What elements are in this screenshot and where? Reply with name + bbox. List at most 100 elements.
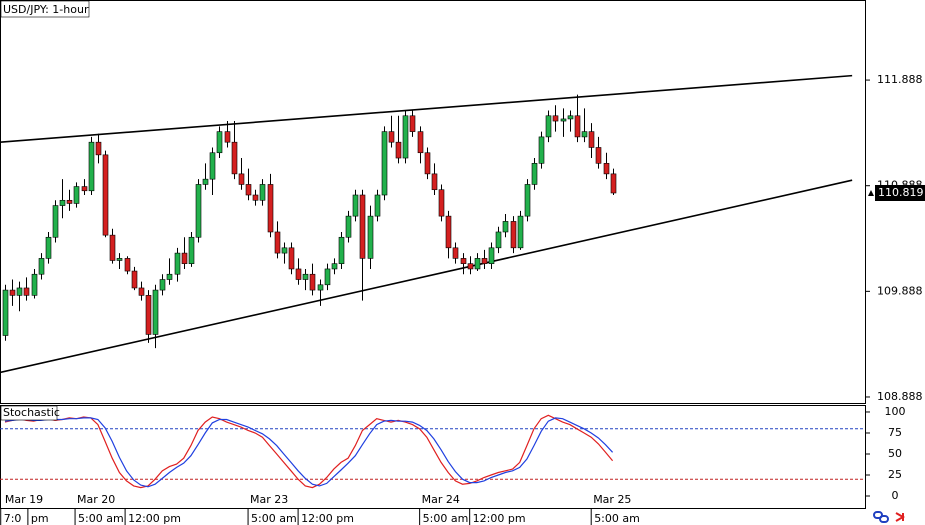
stoch-panel <box>0 405 866 509</box>
candle-body <box>9 289 16 296</box>
candle-body <box>574 115 581 138</box>
candle-body <box>216 131 223 154</box>
candle-body <box>145 295 152 335</box>
candle-body <box>395 141 402 159</box>
candle-body <box>31 273 38 296</box>
stoch-line <box>4 417 614 488</box>
candle-body <box>595 147 602 164</box>
time-label: 12:00 pm <box>473 512 526 525</box>
candle-body <box>295 268 302 280</box>
main-panel <box>0 0 866 404</box>
trendline <box>0 74 853 143</box>
candle-body <box>174 252 181 275</box>
candle-body <box>252 194 259 201</box>
candle-body <box>102 154 109 236</box>
time-label: 5:00 am <box>423 512 469 525</box>
link-icon[interactable] <box>879 515 889 523</box>
candle-body <box>38 258 45 275</box>
candle-body <box>545 115 552 138</box>
chart-title: USD/JPY: 1-hour <box>3 3 89 16</box>
time-label: 5:00 am <box>251 512 297 525</box>
candle-body <box>424 152 431 175</box>
candle-body <box>73 186 80 204</box>
candle-body <box>23 287 30 296</box>
last-price-box <box>875 184 925 201</box>
candle-body <box>359 194 366 259</box>
candle-body <box>431 173 438 191</box>
candle-body <box>52 205 59 238</box>
candle-body <box>409 115 416 132</box>
candle-body <box>16 287 23 296</box>
candle-body <box>195 184 202 238</box>
candle-body <box>95 141 102 156</box>
candle-body <box>331 263 338 270</box>
candle-body <box>124 258 131 272</box>
y-tick-label: 100 <box>885 405 906 418</box>
candle-body <box>338 236 345 264</box>
candle-body <box>588 131 595 148</box>
candle-body <box>581 131 588 138</box>
candle-body <box>309 273 316 291</box>
time-label: 12:00 pm <box>128 512 181 525</box>
candle-body <box>324 268 331 286</box>
candle-body <box>66 199 73 204</box>
last-price-label: 110.819 <box>878 186 924 199</box>
candle-body <box>116 258 123 261</box>
stoch-title: Stochastic <box>3 406 60 419</box>
y-tick-label: 75 <box>888 426 902 439</box>
candle-body <box>88 141 95 192</box>
candle-body <box>460 258 467 264</box>
y-tick-label: 0 <box>892 489 899 502</box>
candle-body <box>603 163 610 175</box>
candle-body <box>452 247 459 259</box>
link-icon[interactable] <box>873 511 883 519</box>
y-tick-label: 111.888 <box>877 73 923 86</box>
candle-body <box>259 184 266 201</box>
candle-body <box>467 263 474 270</box>
candle-body <box>510 221 517 249</box>
trendline <box>0 179 853 374</box>
time-label: 5:00 am <box>594 512 640 525</box>
arrow-icon[interactable] <box>895 512 906 522</box>
title-box <box>0 0 90 18</box>
candle-body <box>224 131 231 143</box>
candle-body <box>45 236 52 259</box>
date-label: Mar 23 <box>250 493 288 506</box>
candle-body <box>288 247 295 270</box>
candle-body <box>245 184 252 196</box>
candle-body <box>166 273 173 280</box>
candle-body <box>281 247 288 254</box>
candle-body <box>109 234 116 261</box>
candle-body <box>302 273 309 280</box>
candle-body <box>374 194 381 217</box>
candle-body <box>517 215 524 249</box>
y-tick-label: 50 <box>888 447 902 460</box>
candle-body <box>438 189 445 217</box>
candle-body <box>2 289 9 336</box>
candle-body <box>560 118 567 122</box>
candle-body <box>567 115 574 120</box>
stoch-title-box <box>0 405 58 421</box>
candle-body <box>495 231 502 249</box>
candle-body <box>209 152 216 180</box>
candle-body <box>81 186 88 192</box>
last-price-marker <box>868 189 874 196</box>
candle-body <box>381 131 388 196</box>
candle-body <box>488 247 495 264</box>
candle-body <box>402 115 409 159</box>
icons[interactable] <box>873 511 906 523</box>
time-label: 7:0 <box>4 512 22 525</box>
stoch-line <box>4 414 614 489</box>
candle-body <box>181 252 188 264</box>
candle-body <box>138 287 145 296</box>
date-label: Mar 20 <box>77 493 115 506</box>
candle-body <box>417 131 424 154</box>
time-label: 5:00 am <box>78 512 124 525</box>
y-tick-label: 25 <box>888 468 902 481</box>
date-label: Mar 25 <box>593 493 631 506</box>
candle-body <box>317 284 324 291</box>
candle-body <box>610 173 617 194</box>
candle-body <box>231 141 238 175</box>
candle-body <box>481 258 488 264</box>
